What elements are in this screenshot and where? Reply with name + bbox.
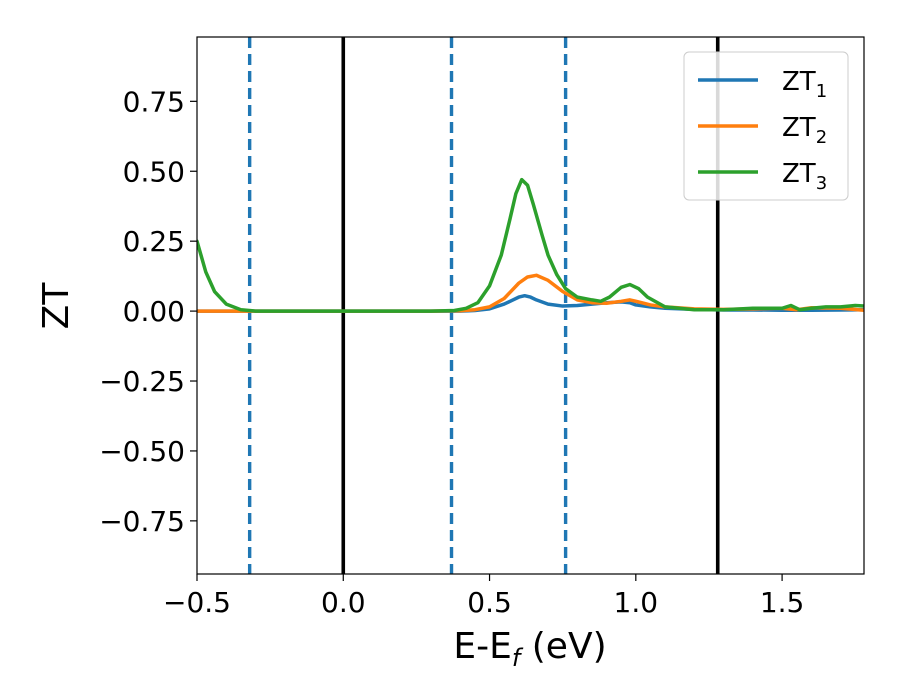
legend-label-zt3: ZT3 [782,159,827,194]
x-tick-label: 1.0 [614,586,659,619]
legend-box [683,51,849,201]
series-line-zt3 [197,177,864,313]
legend: ZT1 ZT2 ZT3 [683,51,849,201]
plot-frame [196,36,865,575]
x-tick-label: 1.5 [760,586,805,619]
y-tick-label: 0.00 [123,295,185,328]
y-tick-label: −0.50 [99,435,185,468]
y-tick-label: −0.75 [99,505,185,538]
y-tick-label: 0.25 [123,225,185,258]
legend-label-zt1: ZT1 [782,67,827,102]
x-axis-title-suffix: (eV) [520,626,606,667]
x-axis: −0.5 0.0 0.5 1.0 1.5 [163,574,804,619]
x-tick-label: −0.5 [163,586,231,619]
y-tick-label: −0.25 [99,365,185,398]
y-tick-label: 0.50 [123,155,185,188]
x-tick-label: 0.5 [467,586,512,619]
x-tick-label: 0.0 [321,586,366,619]
y-axis: −0.75 −0.50 −0.25 0.00 0.25 0.50 0.75 [99,85,197,538]
y-tick-label: 0.75 [123,85,185,118]
y-axis-title: ZT [36,282,77,330]
series-lines [197,177,864,313]
x-axis-title: E-Ef (eV) [453,626,606,672]
legend-label-zt2: ZT2 [782,113,827,148]
